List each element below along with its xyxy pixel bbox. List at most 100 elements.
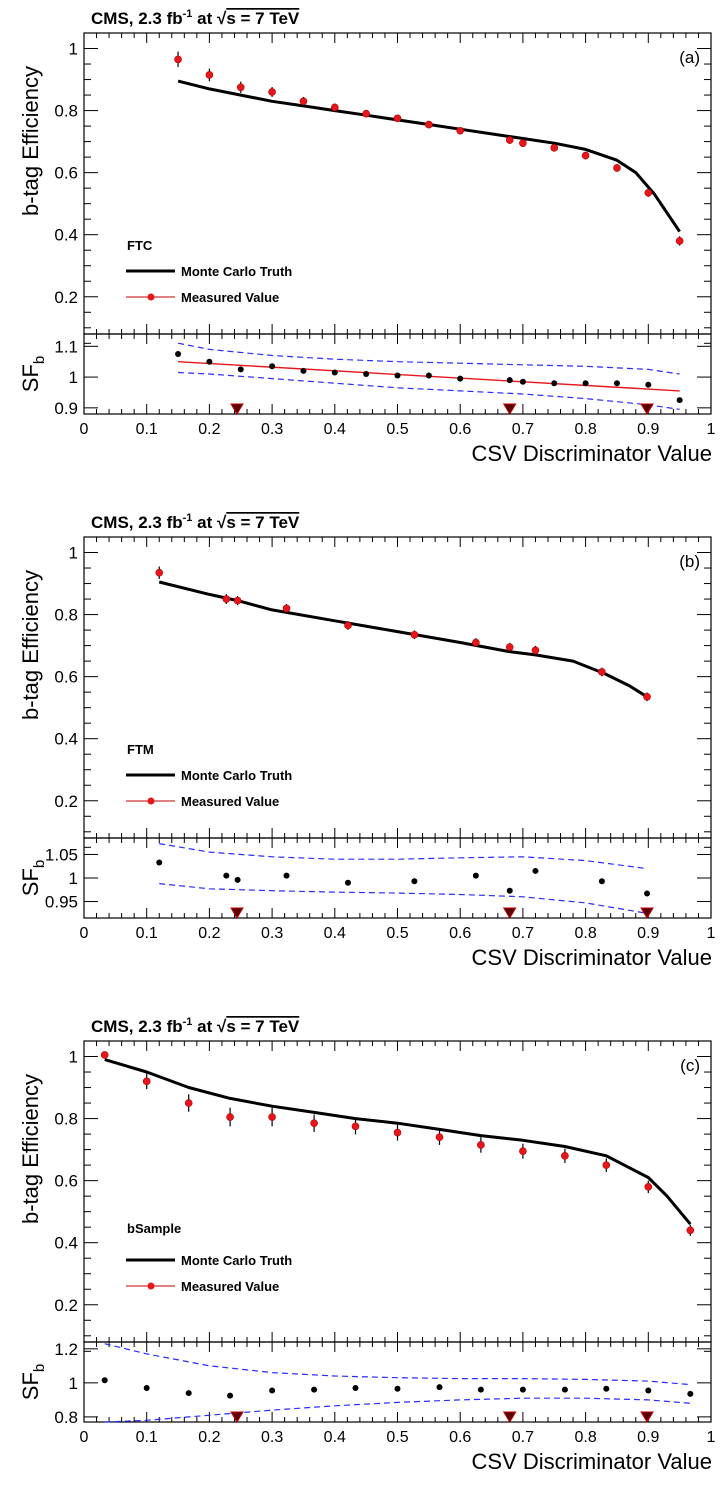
measured-point: [456, 126, 465, 135]
sf-point: [561, 1386, 568, 1393]
sf-point: [425, 372, 432, 379]
x-tick-label: 0.7: [512, 925, 534, 942]
sf-point: [645, 1387, 652, 1394]
measured-point: [644, 1183, 653, 1191]
x-tick-label: 0.8: [574, 421, 596, 438]
x-tick-label: 1: [707, 421, 716, 438]
working-point-marker: [640, 907, 654, 919]
header-prefix: CMS, 2.3 fb: [91, 513, 183, 532]
x-axis-label: CSV Discriminator Value: [472, 441, 712, 466]
sf-point: [156, 859, 163, 866]
measured-point: [425, 120, 433, 129]
y-tick-label: 0.6: [54, 668, 78, 687]
measured-point: [644, 189, 653, 197]
measured-point: [477, 1141, 485, 1149]
x-tick-label: 0.9: [637, 421, 659, 438]
header-exponent: -1: [183, 8, 193, 20]
header-tail: s = 7 TeV: [226, 9, 300, 28]
chart-header: CMS, 2.3 fb-1 at √s = 7 TeV: [91, 1016, 300, 1036]
x-tick-label: 0.2: [198, 421, 220, 438]
x-tick-label: 0.2: [198, 925, 220, 942]
ratio-y-tick-label: 0.8: [54, 1408, 78, 1427]
sf-band-upper: [177, 342, 680, 375]
y-tick-label: 0.4: [54, 730, 78, 749]
ratio-y-tick-label: 1: [69, 368, 78, 387]
ratio-y-tick-label: 0.95: [45, 893, 78, 912]
legend-mc-label: Monte Carlo Truth: [181, 1253, 292, 1268]
ratio-y-tick-label: 1.1: [54, 337, 78, 356]
legend-data-label: Measured Value: [181, 290, 279, 305]
ratio-y-axis-label: SFb: [18, 860, 48, 896]
sf-point: [551, 380, 558, 387]
sf-point: [457, 375, 464, 382]
measured-point: [505, 643, 514, 651]
sf-band-upper: [104, 1343, 691, 1386]
measured-point: [142, 1077, 151, 1086]
sf-point: [472, 872, 479, 879]
x-tick-label: 0.9: [637, 1429, 659, 1446]
header-mid: at: [192, 513, 217, 532]
legend-data-swatch-marker: [147, 797, 155, 805]
measured-point: [602, 1161, 611, 1169]
sf-point: [687, 1390, 694, 1397]
x-tick-label: 1: [707, 925, 716, 942]
header-sqrt: √: [217, 9, 227, 28]
legend-mc-label: Monte Carlo Truth: [181, 768, 292, 783]
x-tick-label: 0.4: [324, 421, 346, 438]
header-prefix: CMS, 2.3 fb: [91, 9, 183, 28]
measured-point: [598, 668, 606, 676]
measured-point: [613, 164, 621, 172]
measured-point: [393, 114, 402, 123]
x-tick-label: 0.9: [637, 925, 659, 942]
sf-band-lower: [104, 1397, 691, 1423]
sf-point: [394, 1385, 401, 1392]
sf-point: [613, 380, 620, 387]
measured-point: [174, 55, 182, 64]
x-tick-label: 0.3: [261, 925, 283, 942]
sf-point: [645, 381, 652, 388]
x-tick-label: 0.6: [449, 421, 471, 438]
measured-point: [393, 1128, 402, 1137]
sf-point: [411, 878, 418, 885]
y-tick-label: 0.2: [54, 792, 78, 811]
y-axis-label: b-tag Efficiency: [18, 570, 43, 720]
sf-point: [237, 366, 244, 373]
measured-point: [205, 71, 214, 79]
sf-band-lower: [159, 883, 648, 914]
measured-point: [550, 144, 559, 152]
x-tick-label: 0.1: [136, 421, 158, 438]
measured-point: [344, 621, 352, 630]
panel-label: (a): [679, 48, 700, 67]
legend-data-label: Measured Value: [181, 794, 279, 809]
sf-band-lower: [178, 371, 680, 410]
sf-point: [206, 358, 213, 365]
chart-header: CMS, 2.3 fb-1 at √s = 7 TeV: [91, 8, 300, 28]
measured-point: [330, 103, 339, 112]
measured-point: [531, 646, 540, 655]
x-tick-label: 0.1: [136, 925, 158, 942]
legend-mc-label: Monte Carlo Truth: [181, 264, 292, 279]
x-tick-label: 0.7: [512, 421, 534, 438]
measured-point: [561, 1152, 569, 1160]
sf-point: [506, 377, 513, 384]
mc-truth-curve: [158, 580, 648, 699]
sf-point: [269, 363, 276, 370]
sf-point: [519, 1386, 526, 1393]
x-tick-label: 0: [80, 1429, 89, 1446]
working-point-marker: [230, 907, 244, 919]
x-tick-label: 0.3: [261, 421, 283, 438]
main-plot-frame: [83, 32, 712, 335]
working-point-marker: [502, 1411, 517, 1423]
x-tick-label: 0.1: [136, 1429, 158, 1446]
panel-label: (c): [680, 1056, 700, 1075]
legend-data-swatch-marker: [147, 1282, 155, 1290]
working-point-marker: [640, 403, 654, 415]
sf-point: [101, 1377, 108, 1384]
working-point-marker: [502, 403, 517, 415]
y-tick-label: 1: [69, 40, 78, 59]
measured-point: [505, 136, 514, 144]
measured-point: [310, 1119, 318, 1128]
sf-point: [283, 872, 290, 879]
y-tick-label: 0.6: [54, 1172, 78, 1191]
working-point-marker: [230, 403, 244, 415]
